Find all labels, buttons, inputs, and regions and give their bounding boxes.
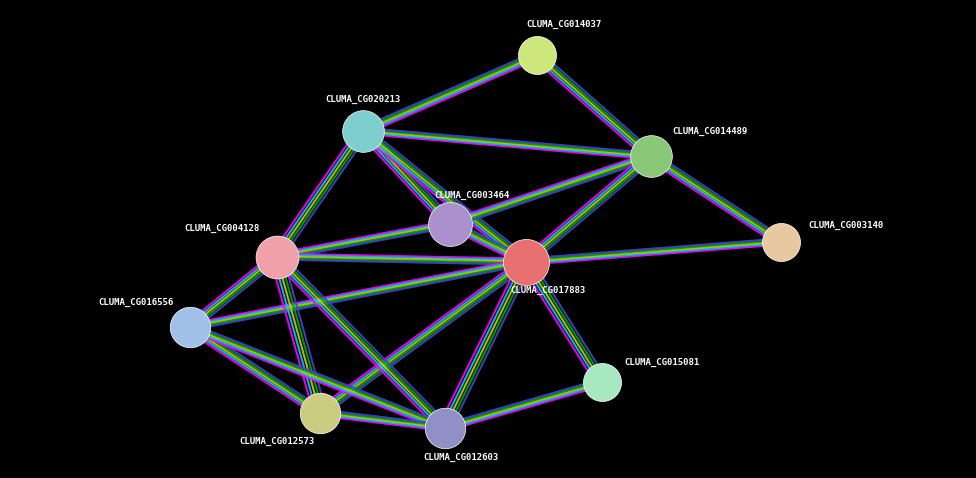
Point (437, 424, 453, 432)
Text: CLUMA_CG016556: CLUMA_CG016556 (98, 298, 173, 307)
Text: CLUMA_CG014489: CLUMA_CG014489 (672, 127, 748, 136)
Text: CLUMA_CG015081: CLUMA_CG015081 (624, 358, 699, 367)
Point (268, 253, 284, 261)
Point (594, 379, 610, 386)
Text: CLUMA_CG003140: CLUMA_CG003140 (808, 221, 883, 230)
Text: CLUMA_CG014037: CLUMA_CG014037 (526, 20, 601, 29)
Text: CLUMA_CG020213: CLUMA_CG020213 (326, 95, 401, 104)
Point (182, 323, 197, 331)
Text: CLUMA_CG003464: CLUMA_CG003464 (434, 191, 509, 200)
Text: CLUMA_CG012603: CLUMA_CG012603 (424, 453, 499, 462)
Point (773, 238, 789, 245)
Point (312, 409, 328, 416)
Text: CLUMA_CG004128: CLUMA_CG004128 (184, 224, 260, 233)
Point (355, 127, 371, 135)
Point (518, 258, 534, 265)
Point (643, 152, 659, 160)
Point (529, 52, 545, 59)
Point (442, 220, 458, 228)
Text: CLUMA_CG012573: CLUMA_CG012573 (239, 437, 314, 446)
Text: CLUMA_CG017883: CLUMA_CG017883 (510, 286, 586, 295)
